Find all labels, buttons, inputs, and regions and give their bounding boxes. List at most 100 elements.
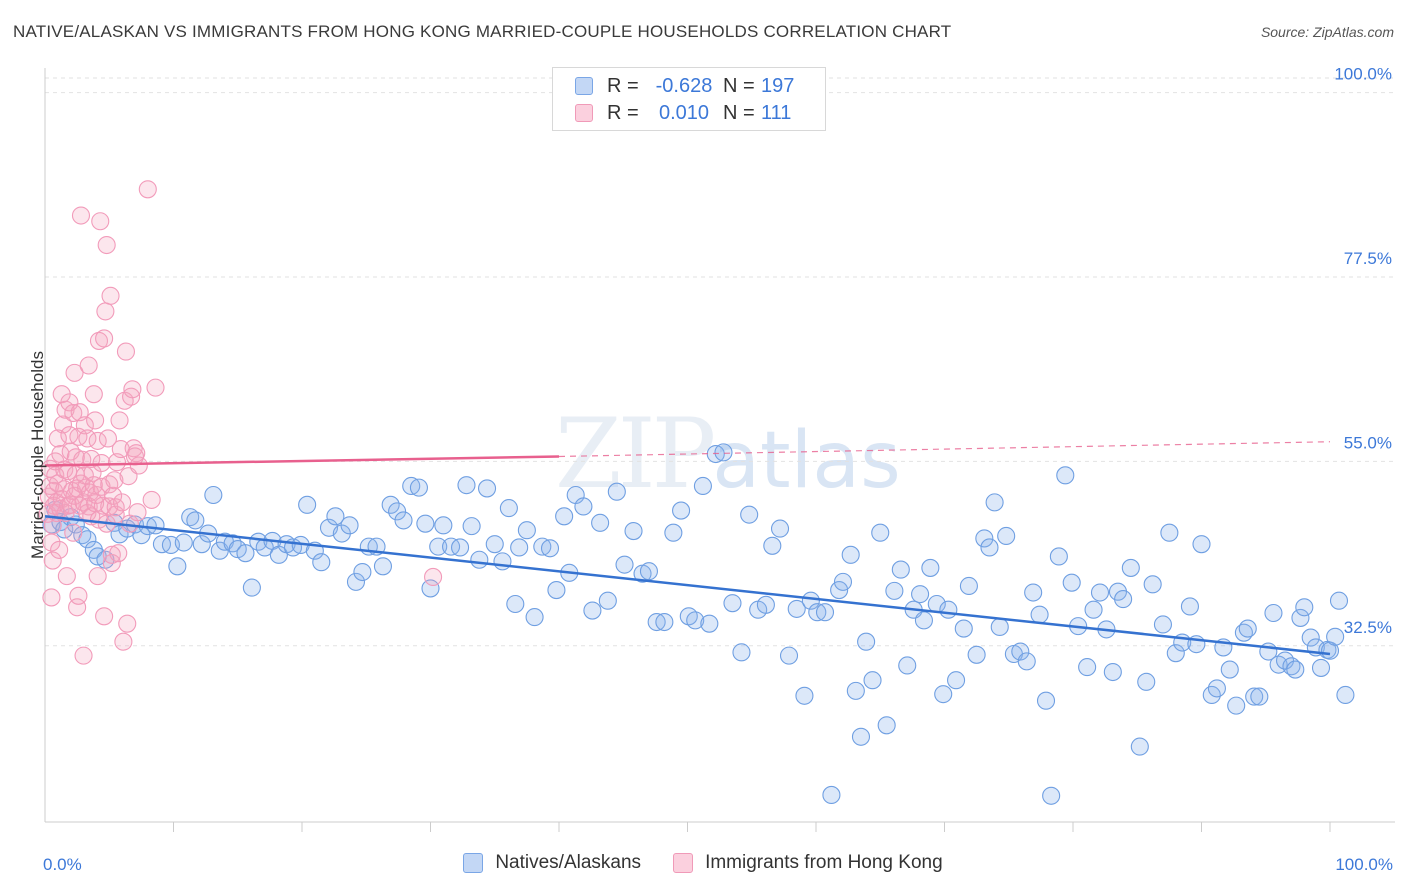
natives-point <box>914 611 933 630</box>
natives-point <box>801 591 820 610</box>
natives-point <box>547 581 566 600</box>
natives-point <box>402 476 421 496</box>
natives-point <box>639 562 659 581</box>
natives-point <box>822 785 841 805</box>
hongkong-point <box>82 449 101 468</box>
natives-point <box>756 595 775 614</box>
natives-point <box>525 608 544 627</box>
hongkong-point <box>114 632 133 651</box>
natives-point <box>1329 591 1349 610</box>
n-label: N = <box>723 101 755 124</box>
y-tick-label: 100.0% <box>1334 65 1392 84</box>
natives-point <box>1084 600 1103 619</box>
natives-point <box>833 572 853 591</box>
natives-point <box>921 558 940 577</box>
natives-points <box>42 443 1355 805</box>
natives-point <box>421 579 440 598</box>
hongkong-point <box>97 235 116 255</box>
natives-trend-line <box>44 515 1331 656</box>
natives-point <box>770 519 790 538</box>
natives-point <box>1078 658 1097 677</box>
natives-point <box>517 521 536 540</box>
n-value: 111 <box>761 101 792 124</box>
natives-point <box>1227 696 1246 715</box>
natives-point <box>967 645 986 664</box>
hongkong-point <box>142 490 161 509</box>
hongkong-point <box>43 551 62 570</box>
natives-point <box>1180 597 1199 616</box>
legend-item-hongkong: Immigrants from Hong Kong <box>673 852 943 874</box>
natives-point <box>723 594 742 613</box>
natives-point <box>146 516 165 535</box>
natives-point <box>1336 685 1355 705</box>
natives-point <box>954 619 973 638</box>
natives-point <box>1103 662 1122 682</box>
natives-point <box>863 671 882 690</box>
hongkong-point <box>74 646 93 665</box>
natives-point <box>1030 605 1049 624</box>
natives-swatch <box>575 77 593 95</box>
natives-point <box>1291 608 1310 627</box>
stats-row-hongkong: R = 0.010 N = 111 <box>575 101 791 125</box>
natives-point <box>451 538 470 557</box>
hongkong-point <box>113 493 132 512</box>
natives-point <box>686 611 705 630</box>
hongkong-point <box>96 302 115 321</box>
natives-point <box>1130 737 1149 756</box>
natives-point <box>540 539 560 558</box>
legend-label-hongkong: Immigrants from Hong Kong <box>705 852 943 873</box>
trend-lines <box>44 441 1331 656</box>
hongkong-point <box>57 567 76 586</box>
hongkong-point <box>88 567 107 586</box>
hongkong-point <box>69 586 88 605</box>
natives-point <box>242 578 261 597</box>
hongkong-point <box>101 286 120 305</box>
axes <box>44 68 1395 832</box>
natives-point <box>787 599 806 618</box>
natives-point <box>947 671 966 690</box>
hongkong-point <box>91 212 110 231</box>
natives-point <box>885 581 904 600</box>
natives-point <box>1286 660 1305 679</box>
hongkong-points <box>38 180 443 665</box>
natives-point <box>1295 598 1314 617</box>
natives-point <box>598 591 617 610</box>
natives-point <box>1143 575 1162 594</box>
hongkong-point <box>71 206 91 225</box>
natives-point <box>1311 658 1331 677</box>
natives-point <box>1121 558 1140 577</box>
y-tick-label: 77.5% <box>1344 249 1392 268</box>
natives-point <box>815 603 835 622</box>
hongkong-point <box>128 503 147 522</box>
natives-point <box>990 617 1009 636</box>
natives-point <box>168 557 187 576</box>
hongkong-trend-line <box>44 455 560 467</box>
natives-point <box>693 476 712 496</box>
natives-point <box>732 643 751 662</box>
natives-point <box>1017 652 1036 671</box>
hongkong-point <box>123 380 142 399</box>
natives-point <box>591 513 610 532</box>
hongkong-point <box>118 614 137 633</box>
hongkong-point <box>42 588 61 607</box>
natives-point <box>857 632 876 651</box>
natives-point <box>1062 573 1081 592</box>
hongkong-point <box>64 523 83 542</box>
natives-point <box>298 495 317 514</box>
natives-point <box>457 476 476 495</box>
natives-point <box>1245 687 1264 706</box>
hongkong-point <box>50 540 69 559</box>
natives-point <box>939 600 958 619</box>
natives-point <box>779 646 799 665</box>
hongkong-point <box>129 456 148 475</box>
r-value: -0.628 <box>655 74 713 97</box>
hongkong-point <box>53 415 73 434</box>
natives-point <box>485 535 504 554</box>
natives-point <box>1049 547 1068 566</box>
r-label: R = <box>607 74 639 97</box>
natives-point <box>934 685 953 704</box>
natives-point <box>373 557 393 576</box>
hongkong-legend-swatch <box>673 853 694 873</box>
natives-point <box>1220 660 1239 679</box>
natives-point <box>409 478 428 497</box>
